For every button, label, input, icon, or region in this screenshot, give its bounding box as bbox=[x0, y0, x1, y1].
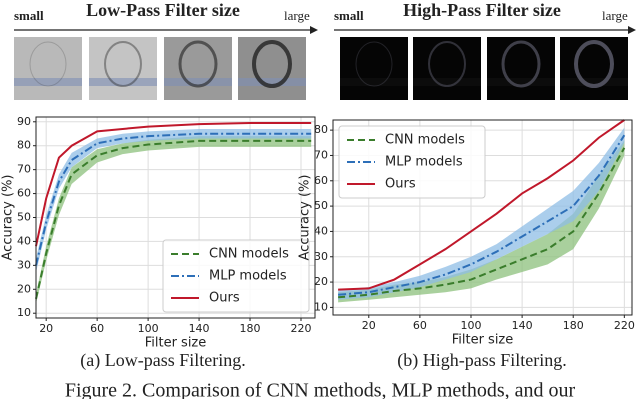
arrow-head bbox=[310, 26, 318, 34]
arrow-head bbox=[628, 26, 636, 34]
thumbnail-stripe bbox=[413, 78, 481, 86]
y-axis-label: Accuracy (%) bbox=[298, 175, 313, 261]
x-axis-label: Filter size bbox=[452, 333, 514, 348]
thumbnail-subject bbox=[178, 40, 218, 88]
thumbnail bbox=[238, 37, 306, 100]
thumbnail bbox=[340, 37, 408, 100]
y-tick-label: 70 bbox=[17, 163, 31, 176]
thumbnail bbox=[89, 37, 157, 100]
y-tick-label: 50 bbox=[314, 199, 328, 212]
x-tick-label: 180 bbox=[563, 319, 584, 332]
y-tick-label: 70 bbox=[314, 148, 328, 161]
y-tick-label: 50 bbox=[17, 211, 31, 224]
y-tick-label: 40 bbox=[314, 224, 328, 237]
series-line bbox=[35, 139, 312, 300]
x-tick-label: 180 bbox=[240, 322, 261, 335]
panel-caption: (a) Low-pass Filtering. bbox=[80, 350, 245, 371]
x-tick-label: 100 bbox=[461, 319, 482, 332]
thumbnail bbox=[560, 37, 628, 100]
x-tick-label: 140 bbox=[189, 322, 210, 335]
thumbnail-subject bbox=[252, 40, 292, 88]
thumbnail-stripe bbox=[14, 78, 82, 86]
legend-label: Ours bbox=[385, 177, 416, 192]
size-label: large bbox=[284, 8, 310, 23]
legend-label: Ours bbox=[209, 291, 240, 306]
y-tick-label: 30 bbox=[17, 258, 31, 271]
legend-label: CNN models bbox=[385, 133, 465, 148]
y-tick-label: 10 bbox=[17, 306, 31, 319]
x-tick-label: 140 bbox=[512, 319, 533, 332]
series-line bbox=[338, 134, 626, 296]
y-tick-label: 60 bbox=[314, 174, 328, 187]
thumbnail-subject bbox=[574, 40, 614, 88]
series-line bbox=[338, 119, 625, 291]
thumbnail-subject bbox=[355, 41, 393, 87]
y-tick-label: 80 bbox=[17, 139, 31, 152]
plot-frame bbox=[332, 119, 633, 316]
thumbnail-stripe bbox=[238, 78, 306, 86]
figure-caption: Figure 2. Comparison of CNN methods, MLP… bbox=[65, 380, 576, 399]
thumbnail bbox=[164, 37, 232, 100]
legend-label: MLP models bbox=[209, 269, 287, 284]
thumbnail bbox=[14, 37, 82, 100]
x-tick-label: 220 bbox=[614, 319, 635, 332]
size-label: small bbox=[14, 8, 44, 23]
size-label: large bbox=[602, 8, 628, 23]
x-tick-label: 20 bbox=[362, 319, 376, 332]
thumbnail-stripe bbox=[340, 78, 408, 86]
y-tick-label: 40 bbox=[17, 234, 31, 247]
x-tick-label: 60 bbox=[413, 319, 427, 332]
y-tick-label: 20 bbox=[17, 282, 31, 295]
y-tick-label: 80 bbox=[314, 123, 328, 136]
thumbnail-subject bbox=[428, 41, 466, 87]
thumbnail bbox=[487, 37, 555, 100]
error-band bbox=[338, 127, 625, 300]
panel-caption: (b) High-pass Filtering. bbox=[397, 350, 566, 371]
legend-label: CNN models bbox=[209, 247, 289, 262]
panel-title: High-Pass Filter size bbox=[403, 0, 561, 20]
thumbnail bbox=[413, 37, 481, 100]
legend-box bbox=[162, 239, 310, 313]
plot-frame bbox=[35, 116, 316, 319]
x-tick-label: 20 bbox=[39, 322, 53, 335]
thumbnail-subject bbox=[501, 40, 541, 88]
y-tick-label: 10 bbox=[314, 300, 328, 313]
y-tick-label: 20 bbox=[314, 275, 328, 288]
thumbnail-stripe bbox=[164, 78, 232, 86]
y-tick-label: 60 bbox=[17, 187, 31, 200]
size-label: small bbox=[334, 8, 364, 23]
series-line bbox=[35, 121, 312, 247]
y-tick-label: 90 bbox=[17, 115, 31, 128]
y-axis-label: Accuracy (%) bbox=[1, 175, 16, 261]
thumbnail-subject bbox=[29, 41, 67, 87]
thumbnail-stripe bbox=[560, 78, 628, 86]
x-tick-label: 100 bbox=[138, 322, 159, 335]
x-tick-label: 220 bbox=[290, 322, 311, 335]
legend-box bbox=[338, 125, 486, 199]
thumbnail-subject bbox=[104, 41, 142, 87]
panel-title: Low-Pass Filter size bbox=[86, 0, 240, 20]
y-tick-label: 30 bbox=[314, 250, 328, 263]
x-axis-label: Filter size bbox=[145, 336, 207, 351]
series-line bbox=[338, 147, 626, 299]
thumbnail-stripe bbox=[89, 78, 157, 86]
thumbnail-stripe bbox=[487, 78, 555, 86]
x-tick-label: 60 bbox=[90, 322, 104, 335]
legend-label: MLP models bbox=[385, 155, 463, 170]
